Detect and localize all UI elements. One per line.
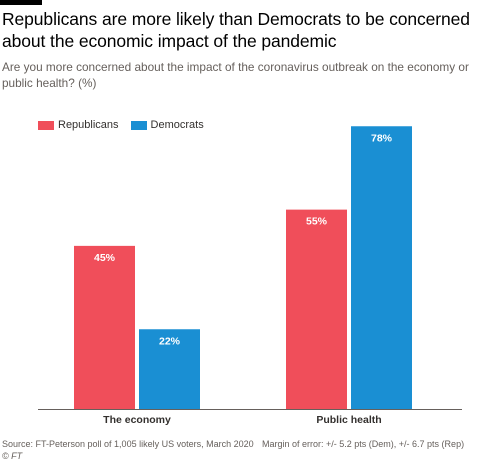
data-label-democrats-1: 22% bbox=[159, 335, 181, 347]
source-note: Source: FT-Peterson poll of 1,005 likely… bbox=[2, 439, 254, 449]
legend-swatch-republicans bbox=[38, 120, 54, 130]
x-tick-label-1: The economy bbox=[103, 414, 171, 426]
chart-subtitle: Are you more concerned about the impact … bbox=[2, 60, 469, 90]
x-tick-label-2: Public health bbox=[316, 414, 381, 426]
legend-item-republicans: Republicans bbox=[38, 119, 119, 131]
legend-item-democrats: Democrats bbox=[130, 119, 204, 131]
legend-label-republicans: Republicans bbox=[58, 119, 119, 131]
data-label-republicans-2: 55% bbox=[306, 216, 328, 228]
legend-label-democrats: Democrats bbox=[150, 119, 204, 131]
data-label-republicans-1: 45% bbox=[94, 252, 116, 264]
copyright-note: © FT bbox=[2, 451, 23, 461]
bar-democrats-2 bbox=[351, 126, 412, 409]
bar-democrats-1 bbox=[139, 329, 200, 409]
header-accent-bar bbox=[0, 0, 42, 5]
chart-title: Republicans are more likely than Democra… bbox=[2, 9, 470, 51]
legend-swatch-democrats bbox=[130, 120, 147, 130]
data-label-democrats-2: 78% bbox=[371, 132, 393, 144]
bar-republicans-2 bbox=[286, 209, 347, 409]
bar-republicans-1 bbox=[74, 245, 135, 409]
chart-legend: Republicans Democrats bbox=[38, 118, 216, 132]
margin-of-error-note: Margin of error: +/- 5.2 pts (Dem), +/- … bbox=[262, 439, 465, 449]
